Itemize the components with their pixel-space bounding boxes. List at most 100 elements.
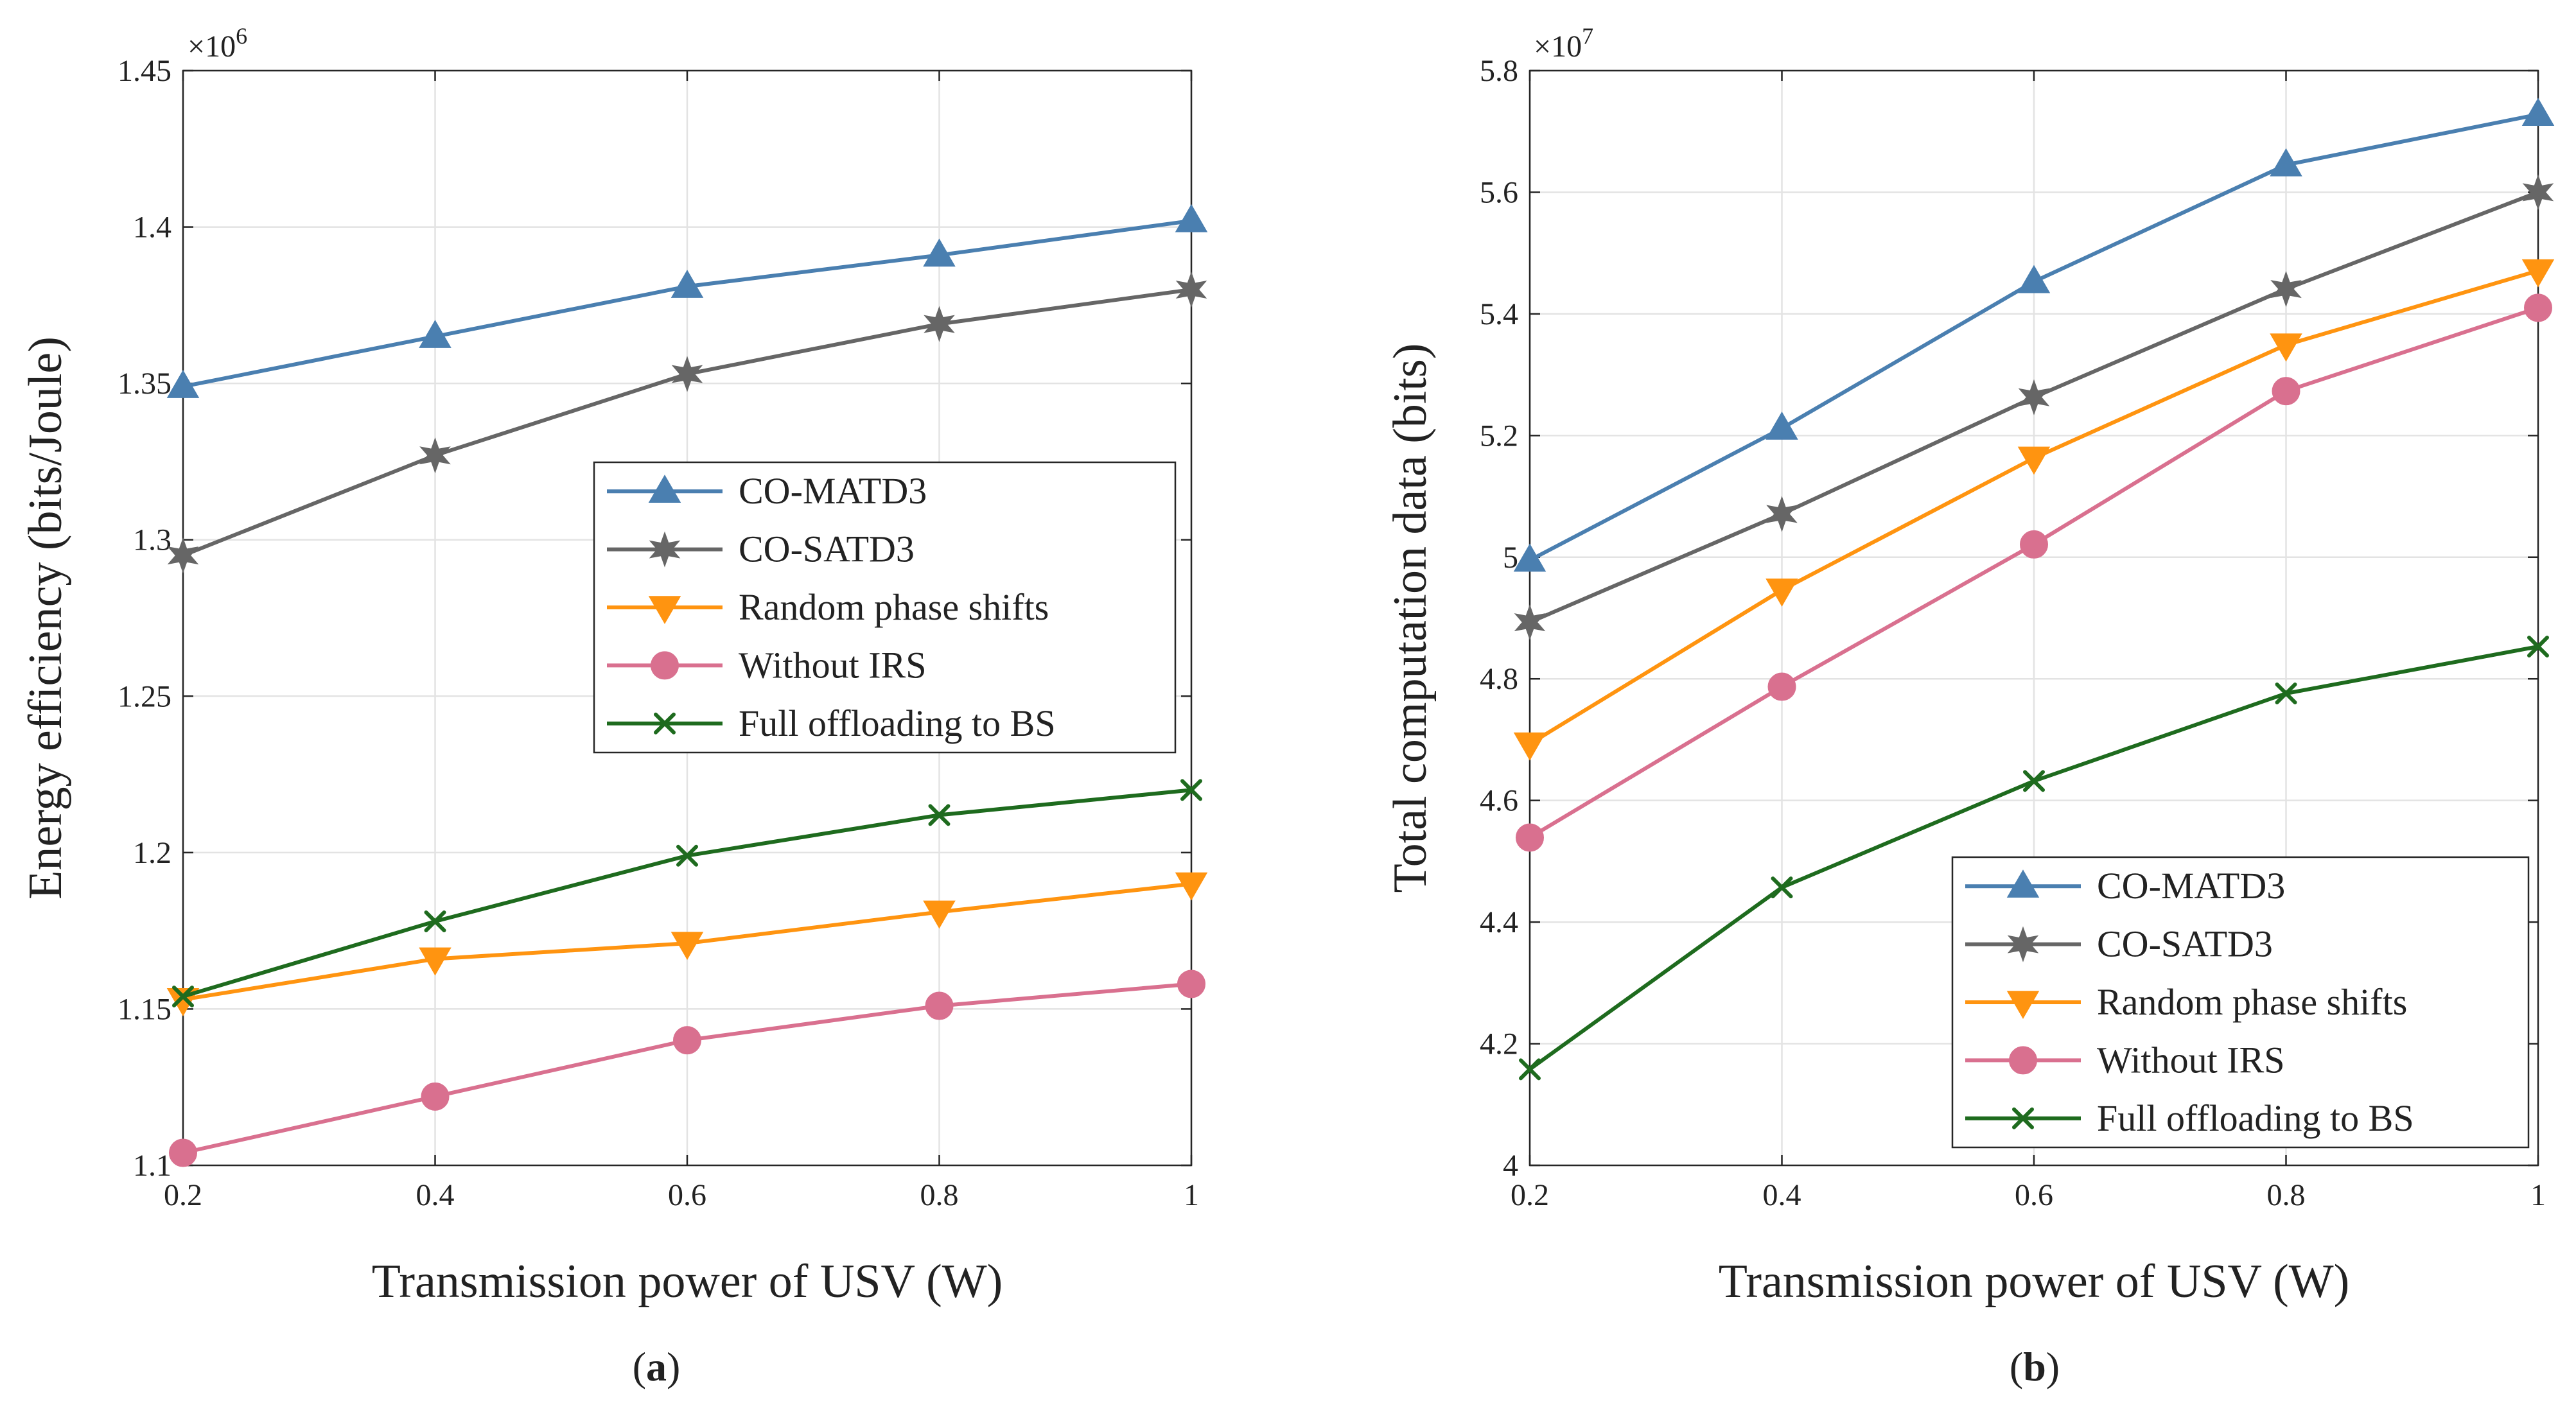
panel-a-series-without-irs xyxy=(169,970,1205,1167)
panel-a-x-tick-label: 0.8 xyxy=(920,1178,959,1212)
panel-a-series-co-matd3 xyxy=(166,204,1208,398)
panel-a-point-full-offloading-to-bs xyxy=(928,804,951,826)
panel-a-point-random-phase-shifts xyxy=(1175,872,1208,901)
panel-b-x-tick-label: 0.2 xyxy=(1511,1178,1549,1212)
panel-a-chart: 0.2 0.4 0.6 0.8 1 1.1 1.15 1.2 1.25 1.3 1.35 1.4 1.4… xyxy=(19,23,1208,1389)
panel-b-y-tick-label: 4 xyxy=(1503,1149,1518,1183)
panel-a-point-co-satd3 xyxy=(419,437,451,474)
panel-b-x-tick-label: 0.8 xyxy=(2267,1178,2306,1212)
panel-a-legend-label-co-satd3: CO-SATD3 xyxy=(739,528,915,570)
panel-b-caption: (b) xyxy=(2010,1344,2060,1389)
panel-b-x-tick-label: 1 xyxy=(2530,1178,2546,1212)
panel-a-legend-marker-co-satd3 xyxy=(649,531,681,568)
panel-b-point-co-satd3 xyxy=(2522,174,2554,211)
panel-a-point-random-phase-shifts xyxy=(419,947,451,976)
panel-a-point-co-satd3 xyxy=(671,356,703,392)
panel-b-x-tick-label: 0.6 xyxy=(2015,1178,2053,1212)
panel-b-point-co-satd3 xyxy=(1514,604,1546,641)
panel-a-series-co-satd3 xyxy=(167,272,1207,574)
panel-b-y-tick-label: 5.2 xyxy=(1480,419,1518,453)
panel-a-point-without-irs xyxy=(925,991,954,1020)
panel-b-point-co-satd3 xyxy=(1766,496,1798,532)
panel-a-point-co-matd3 xyxy=(419,320,451,348)
panel-b-x-axis-label: Transmission power of USV (W) xyxy=(1719,1255,2350,1308)
panel-b-y-tick-label: 5.8 xyxy=(1480,54,1518,88)
panel-b-point-co-matd3 xyxy=(2270,148,2302,177)
panel-a-point-full-offloading-to-bs xyxy=(1180,779,1202,801)
panel-a-legend-label-co-matd3: CO-MATD3 xyxy=(739,470,927,512)
panel-b-legend-label-co-matd3: CO-MATD3 xyxy=(2097,865,2285,907)
panel-b-point-without-irs xyxy=(1767,672,1796,701)
panel-a-y-tick-label: 1.2 xyxy=(133,836,171,870)
panel-b-y-tick-label: 4.6 xyxy=(1480,784,1518,818)
panel-b-legend-label-without-irs: Without IRS xyxy=(2097,1039,2285,1081)
panel-a-legend-label-random-phase-shifts: Random phase shifts xyxy=(739,586,1049,628)
panel-a-point-co-matd3 xyxy=(1175,204,1208,232)
panel-b-point-without-irs xyxy=(2272,377,2300,406)
panel-b-point-random-phase-shifts xyxy=(1766,579,1798,607)
panel-b-series-co-satd3 xyxy=(1514,174,2554,641)
panel-a-point-co-matd3 xyxy=(670,270,704,298)
panel-a-caption: (a) xyxy=(633,1344,681,1389)
panel-b-exponent-label: ×107 xyxy=(1534,23,1593,64)
panel-a-x-tick-label: 0.4 xyxy=(416,1178,455,1212)
panel-a-legend-label-without-irs: Without IRS xyxy=(739,644,927,686)
panel-b-y-tick-label: 4.2 xyxy=(1480,1027,1518,1061)
panel-b-point-co-matd3 xyxy=(2521,98,2555,126)
panel-b-legend-label-co-satd3: CO-SATD3 xyxy=(2097,923,2273,965)
panel-b-point-without-irs xyxy=(2524,293,2552,322)
panel-a-point-co-satd3 xyxy=(924,306,955,342)
panel-a-point-co-satd3 xyxy=(167,537,199,574)
panel-b-legend-marker-co-satd3 xyxy=(2007,926,2039,962)
panel-a-point-without-irs xyxy=(673,1026,701,1055)
panel-a-point-co-matd3 xyxy=(923,238,956,267)
panel-b-series-full-offloading-to-bs xyxy=(1519,636,2549,1081)
panel-a-y-axis-label: Energy efficiency (bits/Joule) xyxy=(19,336,72,900)
panel-b-point-full-offloading-to-bs xyxy=(2275,682,2297,704)
panel-b-point-co-matd3 xyxy=(2017,265,2051,293)
panel-a-x-axis-label: Transmission power of USV (W) xyxy=(372,1255,1003,1308)
panel-a-point-full-offloading-to-bs xyxy=(424,910,446,933)
panel-a-exponent-label: ×106 xyxy=(188,23,247,64)
panel-b-legend-label-random-phase-shifts: Random phase shifts xyxy=(2097,981,2407,1023)
panel-a-y-tick-label: 1.3 xyxy=(133,523,171,557)
panel-b-point-co-satd3 xyxy=(2270,271,2302,308)
panel-b-point-random-phase-shifts xyxy=(1513,732,1546,761)
panel-a-legend-marker-full-offloading-to-bs xyxy=(654,712,676,735)
panel-a-point-full-offloading-to-bs xyxy=(172,985,194,1007)
panel-b-point-full-offloading-to-bs xyxy=(1771,876,1793,899)
panel-a-legend-label-full-offloading-to-bs: Full offloading to BS xyxy=(739,702,1056,744)
panel-b-legend-marker-without-irs xyxy=(2009,1046,2037,1075)
panel-b-series-without-irs xyxy=(1516,293,2552,852)
panel-b-legend-label-full-offloading-to-bs: Full offloading to BS xyxy=(2097,1097,2414,1139)
panel-b-x-tick-label: 0.4 xyxy=(1763,1178,1801,1212)
panel-b-point-co-satd3 xyxy=(2018,379,2050,415)
panel-b-y-tick-label: 4.8 xyxy=(1480,662,1518,696)
panel-b-legend-marker-full-offloading-to-bs xyxy=(2012,1107,2034,1129)
panel-b-point-without-irs xyxy=(2020,530,2048,559)
panel-b-point-full-offloading-to-bs xyxy=(1519,1058,1541,1081)
panel-b-series-random-phase-shifts xyxy=(1513,259,2555,761)
panel-a-y-tick-label: 1.4 xyxy=(133,211,171,245)
panel-b-point-random-phase-shifts xyxy=(2017,446,2051,475)
panel-a-legend-marker-co-matd3 xyxy=(648,474,681,503)
panel-a-y-tick-label: 1.45 xyxy=(118,54,171,88)
panel-a-point-without-irs xyxy=(1177,970,1205,998)
panel-b-y-axis-label: Total computation data (bits) xyxy=(1384,344,1437,893)
panel-b-y-tick-label: 5.6 xyxy=(1480,175,1518,209)
panel-a-y-tick-label: 1.1 xyxy=(133,1149,171,1183)
panel-a-plot-frame xyxy=(182,69,1193,1167)
panel-a-point-random-phase-shifts xyxy=(923,900,956,929)
panel-a-point-co-satd3 xyxy=(1175,272,1207,308)
panel-b-point-without-irs xyxy=(1516,823,1544,852)
panel-a-y-tick-label: 1.25 xyxy=(118,679,171,713)
panel-b-point-full-offloading-to-bs xyxy=(2527,636,2549,658)
panel-b-legend-marker-random-phase-shifts xyxy=(2006,991,2040,1020)
panel-a-x-tick-label: 0.6 xyxy=(668,1178,706,1212)
panel-b-y-tick-label: 4.4 xyxy=(1480,905,1518,939)
panel-a-legend-marker-without-irs xyxy=(651,651,679,680)
panel-a-x-tick-label: 1 xyxy=(1184,1178,1199,1212)
panel-b-point-random-phase-shifts xyxy=(2270,333,2302,362)
panel-b-legend: CO-MATD3 CO-SATD3 Random phase shifts Witho… xyxy=(1951,856,2530,1149)
